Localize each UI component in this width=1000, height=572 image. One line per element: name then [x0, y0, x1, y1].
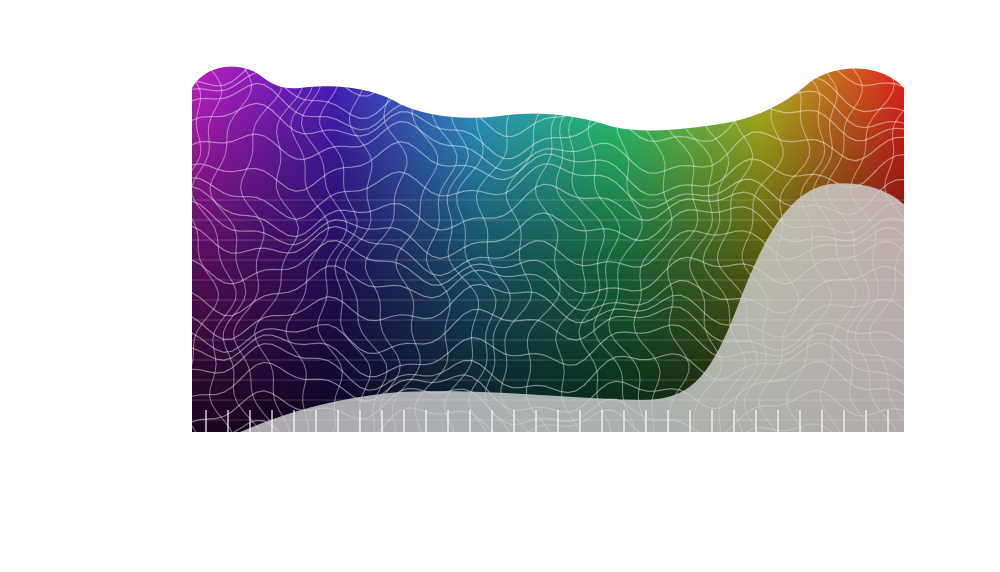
mesh-line: [344, 66, 388, 432]
mesh-line: [391, 66, 439, 432]
mesh-line: [254, 66, 304, 432]
mesh-line: [525, 66, 568, 432]
mesh-line: [192, 66, 219, 432]
mesh-line: [555, 66, 588, 432]
mesh-line: [192, 163, 904, 221]
mesh-line: [475, 66, 517, 432]
mesh-line: [192, 141, 904, 196]
tick-marks: [205, 410, 889, 432]
mesh-line: [233, 66, 283, 432]
mesh-line: [500, 66, 548, 432]
mesh-line: [192, 120, 904, 174]
mesh-line: [285, 66, 330, 432]
mesh-line: [412, 66, 458, 432]
mesh-line: [209, 66, 262, 432]
mesh-line: [192, 102, 904, 160]
horizontal-grid-lines: [192, 199, 904, 421]
mesh-line: [192, 66, 237, 432]
mesh-line: [456, 66, 497, 432]
mesh-line: [430, 66, 480, 432]
mesh-line: [568, 66, 612, 432]
mesh-line: [364, 66, 408, 432]
mesh-line: [319, 66, 372, 432]
mesh-line: [300, 66, 348, 432]
grey-overlay-shape: [240, 183, 904, 432]
mesh-line: [587, 66, 635, 432]
